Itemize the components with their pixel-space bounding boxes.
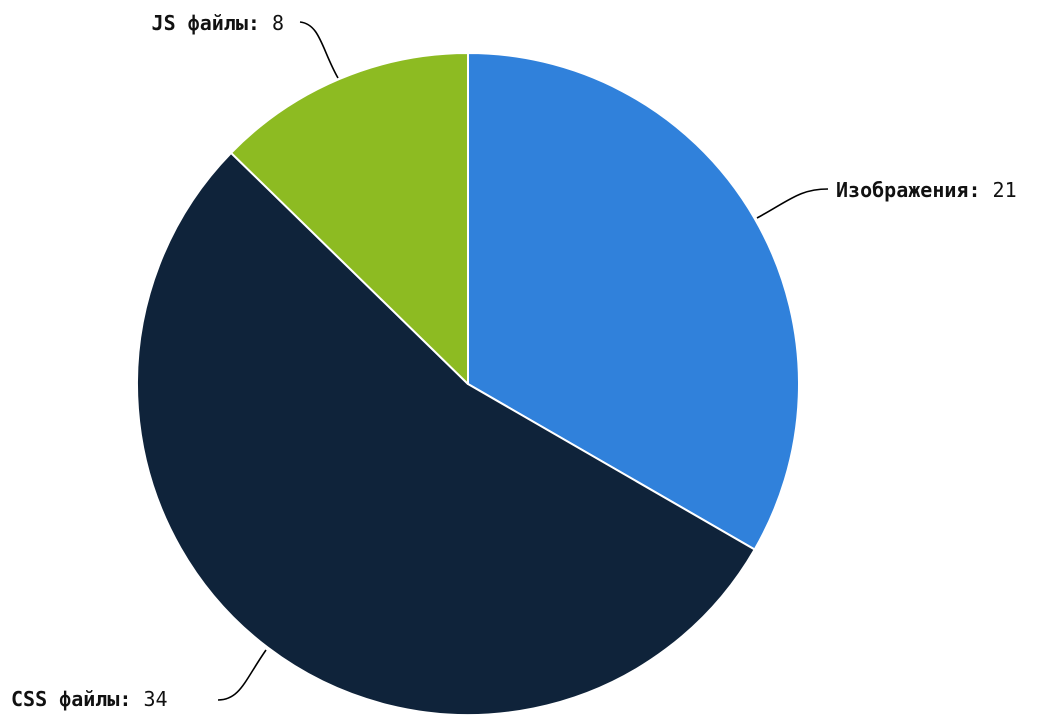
slice-label-name: CSS файлы bbox=[11, 687, 119, 711]
slice-label-value: 34 bbox=[143, 687, 167, 711]
pie-slice-2 bbox=[135, 151, 756, 716]
slice-label-value: 21 bbox=[993, 178, 1017, 202]
leaders-layer bbox=[217, 21, 829, 701]
slices-layer bbox=[135, 52, 800, 716]
slice-label-value: 8 bbox=[272, 11, 284, 35]
slice-label-separator: : bbox=[119, 687, 143, 711]
slice-label-separator: : bbox=[248, 11, 272, 35]
slice-label-name: JS файлы bbox=[152, 11, 248, 35]
slice-label-3: JS файлы: 8 bbox=[152, 11, 284, 35]
leader-line-2 bbox=[217, 649, 267, 701]
slice-label-1: Изображения: 21 bbox=[836, 178, 1017, 202]
slice-label-name: Изображения bbox=[836, 178, 968, 202]
pie-slice-1 bbox=[467, 52, 800, 551]
leader-line-1 bbox=[756, 188, 829, 219]
slice-label-2: CSS файлы: 34 bbox=[11, 687, 168, 711]
leader-line-3 bbox=[299, 21, 339, 79]
labels-layer: Изображения: 21 CSS файлы: 34 JS файлы: 8 bbox=[11, 11, 1017, 711]
slice-label-separator: : bbox=[968, 178, 992, 202]
pie-slice-3 bbox=[230, 52, 469, 385]
